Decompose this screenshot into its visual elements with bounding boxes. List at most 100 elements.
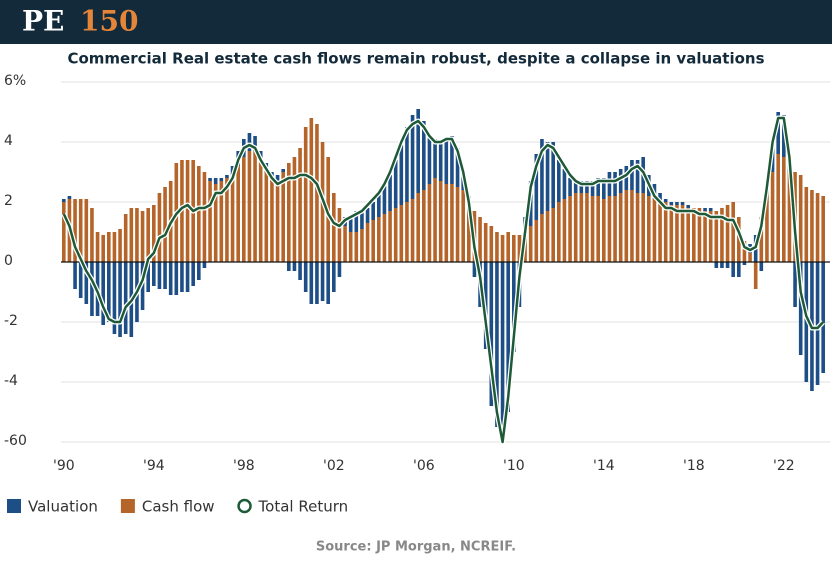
bar: [557, 202, 561, 262]
bar: [686, 208, 690, 262]
bar: [185, 262, 190, 292]
bar: [129, 208, 134, 262]
y-tick-label: 6%: [4, 73, 26, 89]
bar: [309, 118, 314, 262]
bar: [579, 193, 584, 262]
bar: [281, 169, 285, 172]
bar: [101, 235, 105, 262]
bar: [360, 229, 364, 262]
bar: [410, 199, 415, 262]
bar: [478, 217, 482, 262]
bar: [123, 214, 128, 262]
bar: [197, 262, 201, 280]
logo-suffix: 150: [80, 5, 138, 38]
bar: [197, 166, 201, 262]
bar: [495, 232, 499, 262]
bar: [174, 262, 179, 295]
bar: [737, 217, 741, 262]
bar: [309, 262, 314, 304]
bar: [680, 202, 685, 205]
bar: [365, 208, 370, 223]
bar: [101, 262, 105, 325]
bar: [168, 262, 173, 295]
bar: [112, 232, 117, 262]
bar: [393, 160, 398, 208]
bar: [343, 226, 347, 262]
bar: [607, 172, 612, 196]
bar: [770, 172, 775, 262]
bar: [517, 235, 522, 262]
bar: [62, 199, 66, 202]
bar: [765, 193, 769, 262]
bar: [208, 181, 212, 262]
bar: [303, 262, 308, 292]
bar: [534, 220, 539, 262]
bar: [202, 262, 207, 268]
bar: [62, 202, 66, 262]
bar: [146, 262, 150, 292]
bar: [253, 136, 257, 151]
bar: [467, 202, 471, 262]
bar: [686, 205, 690, 208]
bar: [185, 160, 190, 262]
bar: [163, 262, 167, 289]
bar: [337, 262, 342, 277]
bar: [67, 196, 72, 199]
y-tick-label: 2: [4, 193, 13, 209]
bar: [152, 205, 156, 262]
bar: [438, 142, 443, 181]
bar: [500, 262, 505, 442]
bar: [360, 211, 364, 229]
bar: [455, 148, 460, 187]
bar: [697, 208, 702, 262]
bar: [590, 196, 595, 262]
bar: [365, 223, 370, 262]
bar: [759, 217, 764, 262]
bar: [438, 181, 443, 262]
bar: [647, 196, 651, 262]
line: [62, 116, 825, 444]
bar: [444, 139, 449, 184]
x-tick-label: '22: [773, 458, 795, 474]
bar: [618, 169, 623, 193]
bar: [315, 262, 319, 304]
bar: [78, 262, 83, 298]
bar: [275, 181, 280, 262]
bar: [230, 175, 235, 262]
bar: [568, 196, 572, 262]
bar: [332, 262, 336, 292]
bar: [596, 178, 600, 196]
bar: [742, 262, 747, 265]
bar: [225, 178, 229, 262]
bar: [107, 262, 111, 322]
bar: [348, 232, 353, 262]
bar: [545, 211, 550, 262]
bar: [472, 262, 477, 277]
bar: [157, 193, 162, 262]
legend-marker: [237, 498, 252, 514]
bar: [602, 199, 606, 262]
bar: [663, 199, 668, 202]
bar: [140, 211, 145, 262]
bar: [742, 241, 747, 262]
bar: [422, 190, 426, 262]
bar: [180, 262, 184, 292]
bar: [714, 262, 719, 268]
x-tick-label: '02: [323, 458, 345, 474]
bar: [118, 262, 122, 337]
bar: [213, 184, 218, 262]
bar: [146, 208, 150, 262]
bar: [107, 232, 111, 262]
bar: [506, 232, 510, 262]
bar: [433, 139, 437, 178]
bar: [793, 262, 797, 307]
bar: [247, 133, 252, 151]
bar: [759, 262, 764, 271]
bar: [399, 145, 404, 205]
bar: [225, 175, 229, 178]
bar: [73, 199, 77, 262]
bar: [534, 154, 539, 220]
bar: [815, 193, 820, 262]
bar: [675, 205, 679, 262]
